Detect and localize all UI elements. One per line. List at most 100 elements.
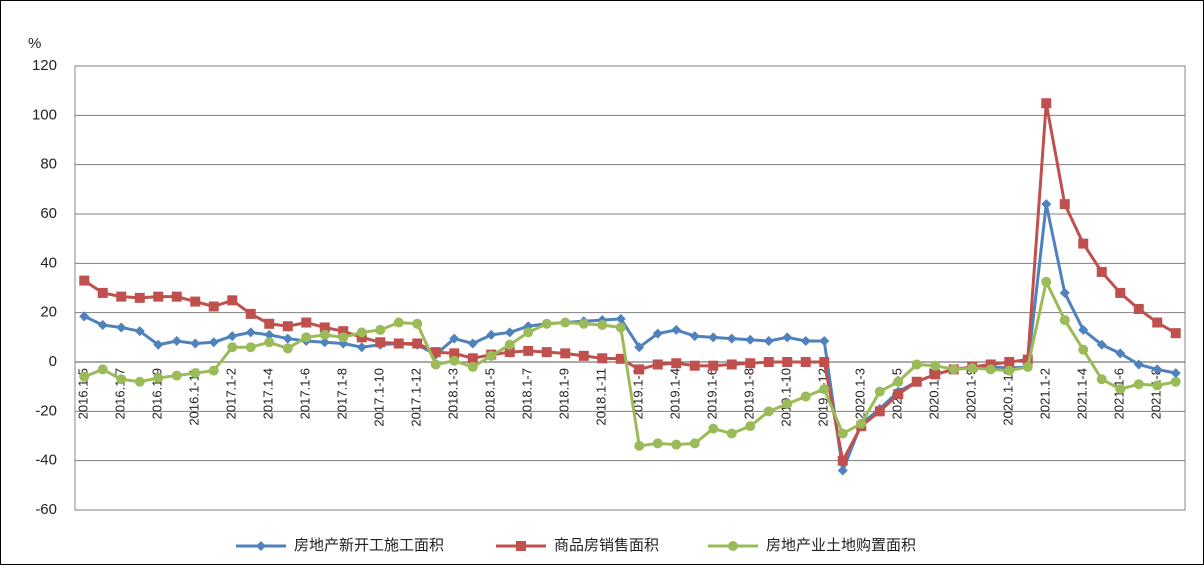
marker xyxy=(819,336,830,347)
marker xyxy=(393,317,404,328)
marker xyxy=(578,350,589,361)
y-axis-label: % xyxy=(28,35,41,52)
marker xyxy=(245,327,256,338)
marker xyxy=(97,287,108,298)
marker xyxy=(449,348,460,359)
marker xyxy=(486,350,497,361)
marker xyxy=(856,418,867,429)
marker xyxy=(1170,328,1181,339)
marker xyxy=(430,347,441,358)
marker xyxy=(1059,315,1070,326)
marker xyxy=(1041,199,1052,210)
marker xyxy=(227,342,238,353)
marker xyxy=(763,336,774,347)
marker xyxy=(116,322,127,333)
marker xyxy=(615,353,626,364)
marker xyxy=(1041,98,1052,109)
marker xyxy=(338,326,349,337)
y-tick-label: 40 xyxy=(40,254,57,271)
marker xyxy=(356,327,367,338)
marker xyxy=(541,318,552,329)
marker xyxy=(430,359,441,370)
marker xyxy=(208,365,219,376)
marker xyxy=(745,358,756,369)
marker xyxy=(837,428,848,439)
marker xyxy=(634,364,645,375)
marker xyxy=(282,321,293,332)
x-tick-label: 2017.1-10 xyxy=(372,368,387,427)
marker xyxy=(911,376,922,387)
marker xyxy=(782,332,793,343)
marker xyxy=(726,359,737,370)
marker xyxy=(412,338,423,349)
marker xyxy=(1004,357,1015,367)
marker xyxy=(134,376,145,387)
marker xyxy=(227,295,238,306)
marker xyxy=(97,320,108,330)
marker xyxy=(560,348,571,359)
x-tick-label: 2017.1-6 xyxy=(298,368,313,419)
marker xyxy=(893,376,904,387)
legend-marker xyxy=(256,541,266,551)
marker xyxy=(597,320,608,330)
legend-marker xyxy=(728,541,738,551)
marker xyxy=(708,360,719,371)
marker xyxy=(615,322,626,333)
marker xyxy=(449,355,460,366)
marker xyxy=(190,296,201,307)
marker xyxy=(171,336,182,347)
x-tick-label: 2017.1-8 xyxy=(335,368,350,419)
marker xyxy=(79,275,90,286)
marker xyxy=(967,363,978,374)
marker xyxy=(301,332,312,343)
marker xyxy=(116,291,127,302)
marker xyxy=(190,368,201,379)
marker xyxy=(1096,339,1107,350)
y-tick-label: 60 xyxy=(40,205,57,222)
x-tick-label: 2020.1-3 xyxy=(853,368,868,419)
marker xyxy=(745,421,756,432)
marker xyxy=(1078,344,1089,355)
marker xyxy=(79,371,90,382)
marker xyxy=(1170,376,1181,387)
marker xyxy=(264,337,275,348)
marker xyxy=(393,338,404,349)
marker xyxy=(615,313,626,324)
marker xyxy=(1059,287,1070,298)
x-tick-label: 2019.1-8 xyxy=(742,368,757,419)
marker xyxy=(375,324,386,335)
marker xyxy=(1152,380,1163,391)
marker xyxy=(708,332,719,343)
x-tick-label: 2019.1-4 xyxy=(668,368,683,419)
x-tick-label: 2019.1-10 xyxy=(779,368,794,427)
marker xyxy=(837,465,848,476)
marker xyxy=(264,318,275,329)
marker xyxy=(449,333,460,344)
x-tick-label: 2018.1-5 xyxy=(483,368,498,419)
marker xyxy=(671,439,682,450)
marker xyxy=(800,357,811,367)
marker xyxy=(708,423,719,434)
legend-label: 房地产业土地购置面积 xyxy=(766,537,916,554)
marker xyxy=(930,360,941,371)
marker xyxy=(597,353,608,364)
marker xyxy=(874,406,885,417)
marker xyxy=(763,406,774,417)
marker xyxy=(1041,276,1052,287)
marker xyxy=(930,369,941,380)
y-tick-label: 0 xyxy=(49,353,57,370)
marker xyxy=(1004,365,1015,376)
x-tick-label: 2016.1-11 xyxy=(187,368,202,426)
x-tick-label: 2017.1-4 xyxy=(261,368,276,419)
x-tick-label: 2020.1-11 xyxy=(1001,368,1016,426)
marker xyxy=(1022,354,1033,365)
marker xyxy=(264,329,275,340)
x-tick-label: 2017.1-2 xyxy=(224,368,239,419)
marker xyxy=(97,364,108,375)
marker xyxy=(1096,266,1107,277)
marker xyxy=(634,342,645,353)
marker xyxy=(467,353,478,364)
legend-marker xyxy=(516,541,526,551)
marker xyxy=(338,332,349,343)
